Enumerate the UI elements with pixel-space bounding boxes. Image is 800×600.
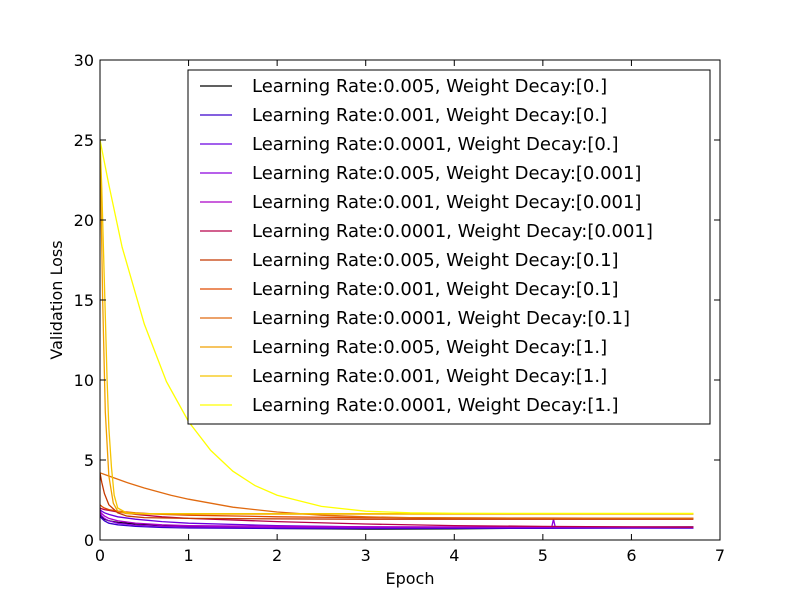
legend-label-6: Learning Rate:0.0001, Weight Decay:[0.00… xyxy=(252,221,653,242)
x-tick-label-5: 5 xyxy=(538,546,548,565)
x-tick-label-7: 7 xyxy=(715,546,725,565)
y-tick-label-1: 5 xyxy=(84,451,94,470)
x-tick-label-0: 0 xyxy=(95,546,105,565)
y-axis-label: Validation Loss xyxy=(47,240,66,359)
y-tick-label-0: 0 xyxy=(84,531,94,550)
x-axis-label: Epoch xyxy=(386,569,435,588)
legend-label-5: Learning Rate:0.001, Weight Decay:[0.001… xyxy=(252,192,641,213)
x-tick-label-2: 2 xyxy=(272,546,282,565)
legend-label-12: Learning Rate:0.0001, Weight Decay:[1.] xyxy=(252,395,619,416)
legend-label-7: Learning Rate:0.005, Weight Decay:[0.1] xyxy=(252,250,619,271)
series-line-12 xyxy=(100,139,694,515)
legend-label-8: Learning Rate:0.001, Weight Decay:[0.1] xyxy=(252,279,619,300)
series-line-9 xyxy=(100,472,694,519)
x-tick-label-4: 4 xyxy=(449,546,459,565)
legend: Learning Rate:0.005, Weight Decay:[0.] Le… xyxy=(187,69,711,425)
y-tick-label-3: 15 xyxy=(74,291,94,310)
tick-layer: 0 1 2 3 4 5 6 7 0 5 10 15 20 25 30 xyxy=(74,51,725,565)
y-tick-label-4: 20 xyxy=(74,211,94,230)
y-tick-label-5: 25 xyxy=(74,131,94,150)
legend-label-4: Learning Rate:0.005, Weight Decay:[0.001… xyxy=(252,163,641,184)
series-line-7 xyxy=(100,472,694,520)
legend-label-3: Learning Rate:0.0001, Weight Decay:[0.] xyxy=(252,134,619,155)
x-tick-label-1: 1 xyxy=(183,546,193,565)
series-layer xyxy=(100,139,694,530)
y-tick-label-6: 30 xyxy=(74,51,94,70)
x-tick-label-6: 6 xyxy=(626,546,636,565)
legend-label-9: Learning Rate:0.0001, Weight Decay:[0.1] xyxy=(252,308,630,329)
legend-label-10: Learning Rate:0.005, Weight Decay:[1.] xyxy=(252,337,607,358)
legend-label-2: Learning Rate:0.001, Weight Decay:[0.] xyxy=(252,105,607,126)
legend-label-1: Learning Rate:0.005, Weight Decay:[0.] xyxy=(252,76,607,97)
legend-label-11: Learning Rate:0.001, Weight Decay:[1.] xyxy=(252,366,607,387)
legend-box xyxy=(187,69,711,425)
x-tick-label-3: 3 xyxy=(361,546,371,565)
y-tick-label-2: 10 xyxy=(74,371,94,390)
